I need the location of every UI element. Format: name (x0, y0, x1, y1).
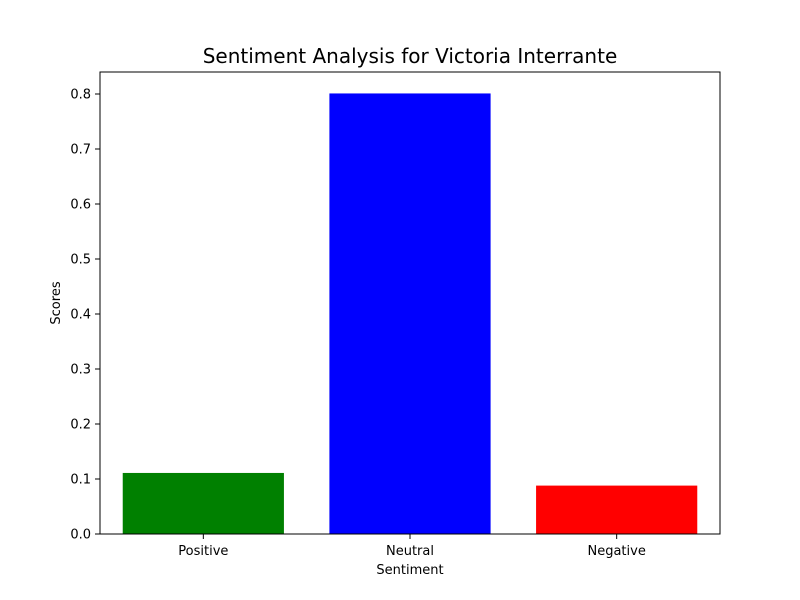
y-tick-label: 0.8 (70, 88, 91, 103)
y-tick-label: 0.0 (70, 528, 91, 543)
plot-area-frame (99, 71, 721, 535)
y-tick-label: 0.7 (70, 143, 91, 158)
x-tick-label-neutral: Neutral (386, 544, 434, 559)
x-tick-label-positive: Positive (178, 544, 228, 559)
y-tick-label: 0.2 (70, 418, 91, 433)
y-axis: 0.0 0.1 0.2 0.3 0.4 0.5 0.6 0.7 0.8 (70, 88, 100, 543)
y-tick-label: 0.1 (70, 473, 91, 488)
bar-negative (536, 485, 698, 534)
bar-neutral (329, 93, 491, 534)
bars-group (122, 93, 698, 534)
x-axis-label: Sentiment (376, 563, 443, 578)
y-tick-label: 0.6 (70, 198, 91, 213)
y-tick-label: 0.3 (70, 363, 91, 378)
y-tick-label: 0.5 (70, 253, 91, 268)
x-axis: Positive Neutral Negative (178, 534, 646, 559)
y-tick-label: 0.4 (70, 308, 91, 323)
y-axis-label: Scores (49, 281, 64, 324)
chart-title: Sentiment Analysis for Victoria Interran… (203, 44, 618, 68)
x-tick-label-negative: Negative (587, 544, 645, 559)
bar-positive (122, 472, 284, 534)
